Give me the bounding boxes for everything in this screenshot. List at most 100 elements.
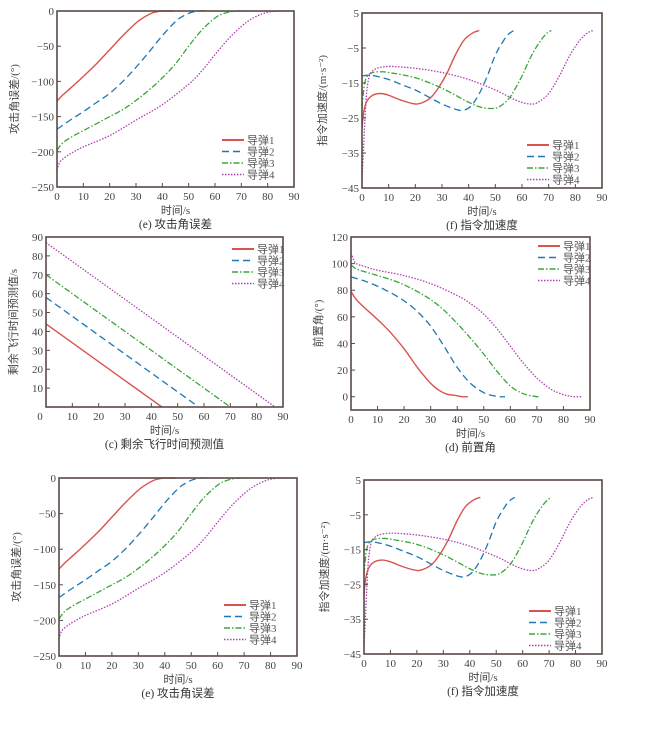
legend-label-2: 导弹2 <box>249 610 277 624</box>
chart-panel-f1: 0 10 20 30 40 50 60 70 80 90 5 −5 −15 −25 −35 −45 时间/s 指令… <box>315 8 608 232</box>
chart-caption: (f) 指令加速度 <box>447 684 519 698</box>
x-tick-label: 80 <box>265 660 277 672</box>
series-line-1 <box>59 477 176 570</box>
y-tick-label: −200 <box>33 615 56 627</box>
y-axis-label: 指令加速度/(m·s⁻²) <box>317 521 331 612</box>
x-tick-label: 90 <box>278 411 290 423</box>
x-axis-label: 时间/s <box>150 424 179 437</box>
x-tick-label: 10 <box>372 414 384 426</box>
x-tick-label: 60 <box>517 658 529 670</box>
x-tick-label: 10 <box>67 411 79 423</box>
x-tick-label: 0 <box>359 192 365 204</box>
series-line-2 <box>59 477 210 599</box>
series-line-2 <box>57 10 208 130</box>
legend-label-2: 导弹2 <box>257 254 285 268</box>
legend-label-3: 导弹3 <box>247 156 275 170</box>
legend-label-4: 导弹4 <box>554 639 582 653</box>
x-tick-label: 90 <box>585 414 597 426</box>
series-group <box>351 252 583 398</box>
chart-panel-d: 0 10 20 30 40 50 60 70 80 90 0 20 40 60 80 100 120 时间/s 前置… <box>311 232 596 454</box>
series-line-3 <box>351 264 540 398</box>
y-tick-label: 50 <box>32 308 44 320</box>
x-tick-label: 80 <box>262 191 274 203</box>
y-tick-label: 20 <box>32 364 44 376</box>
y-tick-label: −150 <box>31 112 54 124</box>
x-tick-label: 30 <box>438 658 450 670</box>
x-tick-label: 0 <box>348 414 354 426</box>
y-tick-label: −25 <box>342 113 360 125</box>
x-tick-label: 0 <box>56 660 62 672</box>
x-tick-label: 20 <box>104 191 116 203</box>
series-line-1 <box>46 323 163 407</box>
x-tick-label: 20 <box>410 192 422 204</box>
y-tick-label: −25 <box>344 579 362 591</box>
x-tick-label: 70 <box>236 191 248 203</box>
x-tick-label: 40 <box>464 658 476 670</box>
y-tick-label: 80 <box>337 285 349 297</box>
legend-label-4: 导弹4 <box>563 274 591 288</box>
x-axis-label: 时间/s <box>456 427 485 440</box>
x-tick-label: 40 <box>463 192 475 204</box>
x-tick-label: 60 <box>212 660 224 672</box>
x-tick-label: 50 <box>172 411 184 423</box>
x-tick-label: 50 <box>491 658 503 670</box>
legend-label-4: 导弹4 <box>247 168 275 182</box>
series-group <box>364 496 595 648</box>
x-tick-label: 40 <box>452 414 464 426</box>
x-tick-label: 40 <box>159 660 171 672</box>
legend-label-2: 导弹2 <box>563 251 591 265</box>
x-tick-label: 70 <box>225 411 237 423</box>
y-tick-label: 40 <box>337 338 349 350</box>
x-tick-label: 50 <box>478 414 490 426</box>
series-line-3 <box>46 274 231 407</box>
x-tick-label: 20 <box>93 411 105 423</box>
y-tick-label: 5 <box>354 8 360 20</box>
series-line-3 <box>59 477 250 620</box>
y-tick-label: −250 <box>33 651 56 663</box>
legend-label-1: 导弹1 <box>247 133 275 147</box>
x-axis-label: 时间/s <box>467 205 496 218</box>
x-tick-label: 40 <box>146 411 158 423</box>
chart-caption: (f) 指令加速度 <box>446 218 518 232</box>
series-line-1 <box>364 496 481 595</box>
legend-label-3: 导弹3 <box>257 265 285 279</box>
x-tick-label: 20 <box>411 658 423 670</box>
x-tick-label: 90 <box>289 191 301 203</box>
y-tick-label: −250 <box>31 182 54 194</box>
chart-panel-c: 0 10 20 30 40 50 60 70 80 90 10 20 30 40 50 60 70 80 90 时间/… <box>6 232 289 451</box>
legend-label-2: 导弹2 <box>554 616 582 630</box>
x-tick-label: 80 <box>251 411 263 423</box>
x-tick-label: 90 <box>597 658 609 670</box>
x-tick-label: 40 <box>157 191 169 203</box>
x-tick-label: 80 <box>570 192 582 204</box>
series-line-4 <box>364 496 595 648</box>
x-tick-label: 60 <box>517 192 529 204</box>
x-tick-label: 0 <box>361 658 367 670</box>
series-line-4 <box>362 29 595 182</box>
plot-frame <box>56 10 295 188</box>
legend-label-1: 导弹1 <box>257 242 285 256</box>
y-tick-label: −150 <box>33 580 56 592</box>
chart-caption: (c) 剩余飞行时间预测值 <box>105 437 225 451</box>
chart-panel-f2: 0 10 20 30 40 50 60 70 80 90 5 −5 −15 −25 −35 −45 时间/s 指令… <box>317 475 608 698</box>
x-axis-label: 时间/s <box>161 204 190 217</box>
y-tick-label: 60 <box>32 289 44 301</box>
x-tick-label: 90 <box>292 660 304 672</box>
chart-caption: (e) 攻击角误差 <box>139 217 212 231</box>
series-line-4 <box>59 477 292 640</box>
x-tick-label: 50 <box>186 660 198 672</box>
legend-label-1: 导弹1 <box>552 138 580 152</box>
y-tick-label: 120 <box>332 232 349 244</box>
legend-label-3: 导弹3 <box>552 161 580 175</box>
x-tick-label: 70 <box>531 414 543 426</box>
legend-label-1: 导弹1 <box>554 604 582 618</box>
y-tick-label: 10 <box>32 383 44 395</box>
x-tick-label: 30 <box>120 411 132 423</box>
y-tick-label: −50 <box>39 509 57 521</box>
legend-label-3: 导弹3 <box>249 621 277 635</box>
